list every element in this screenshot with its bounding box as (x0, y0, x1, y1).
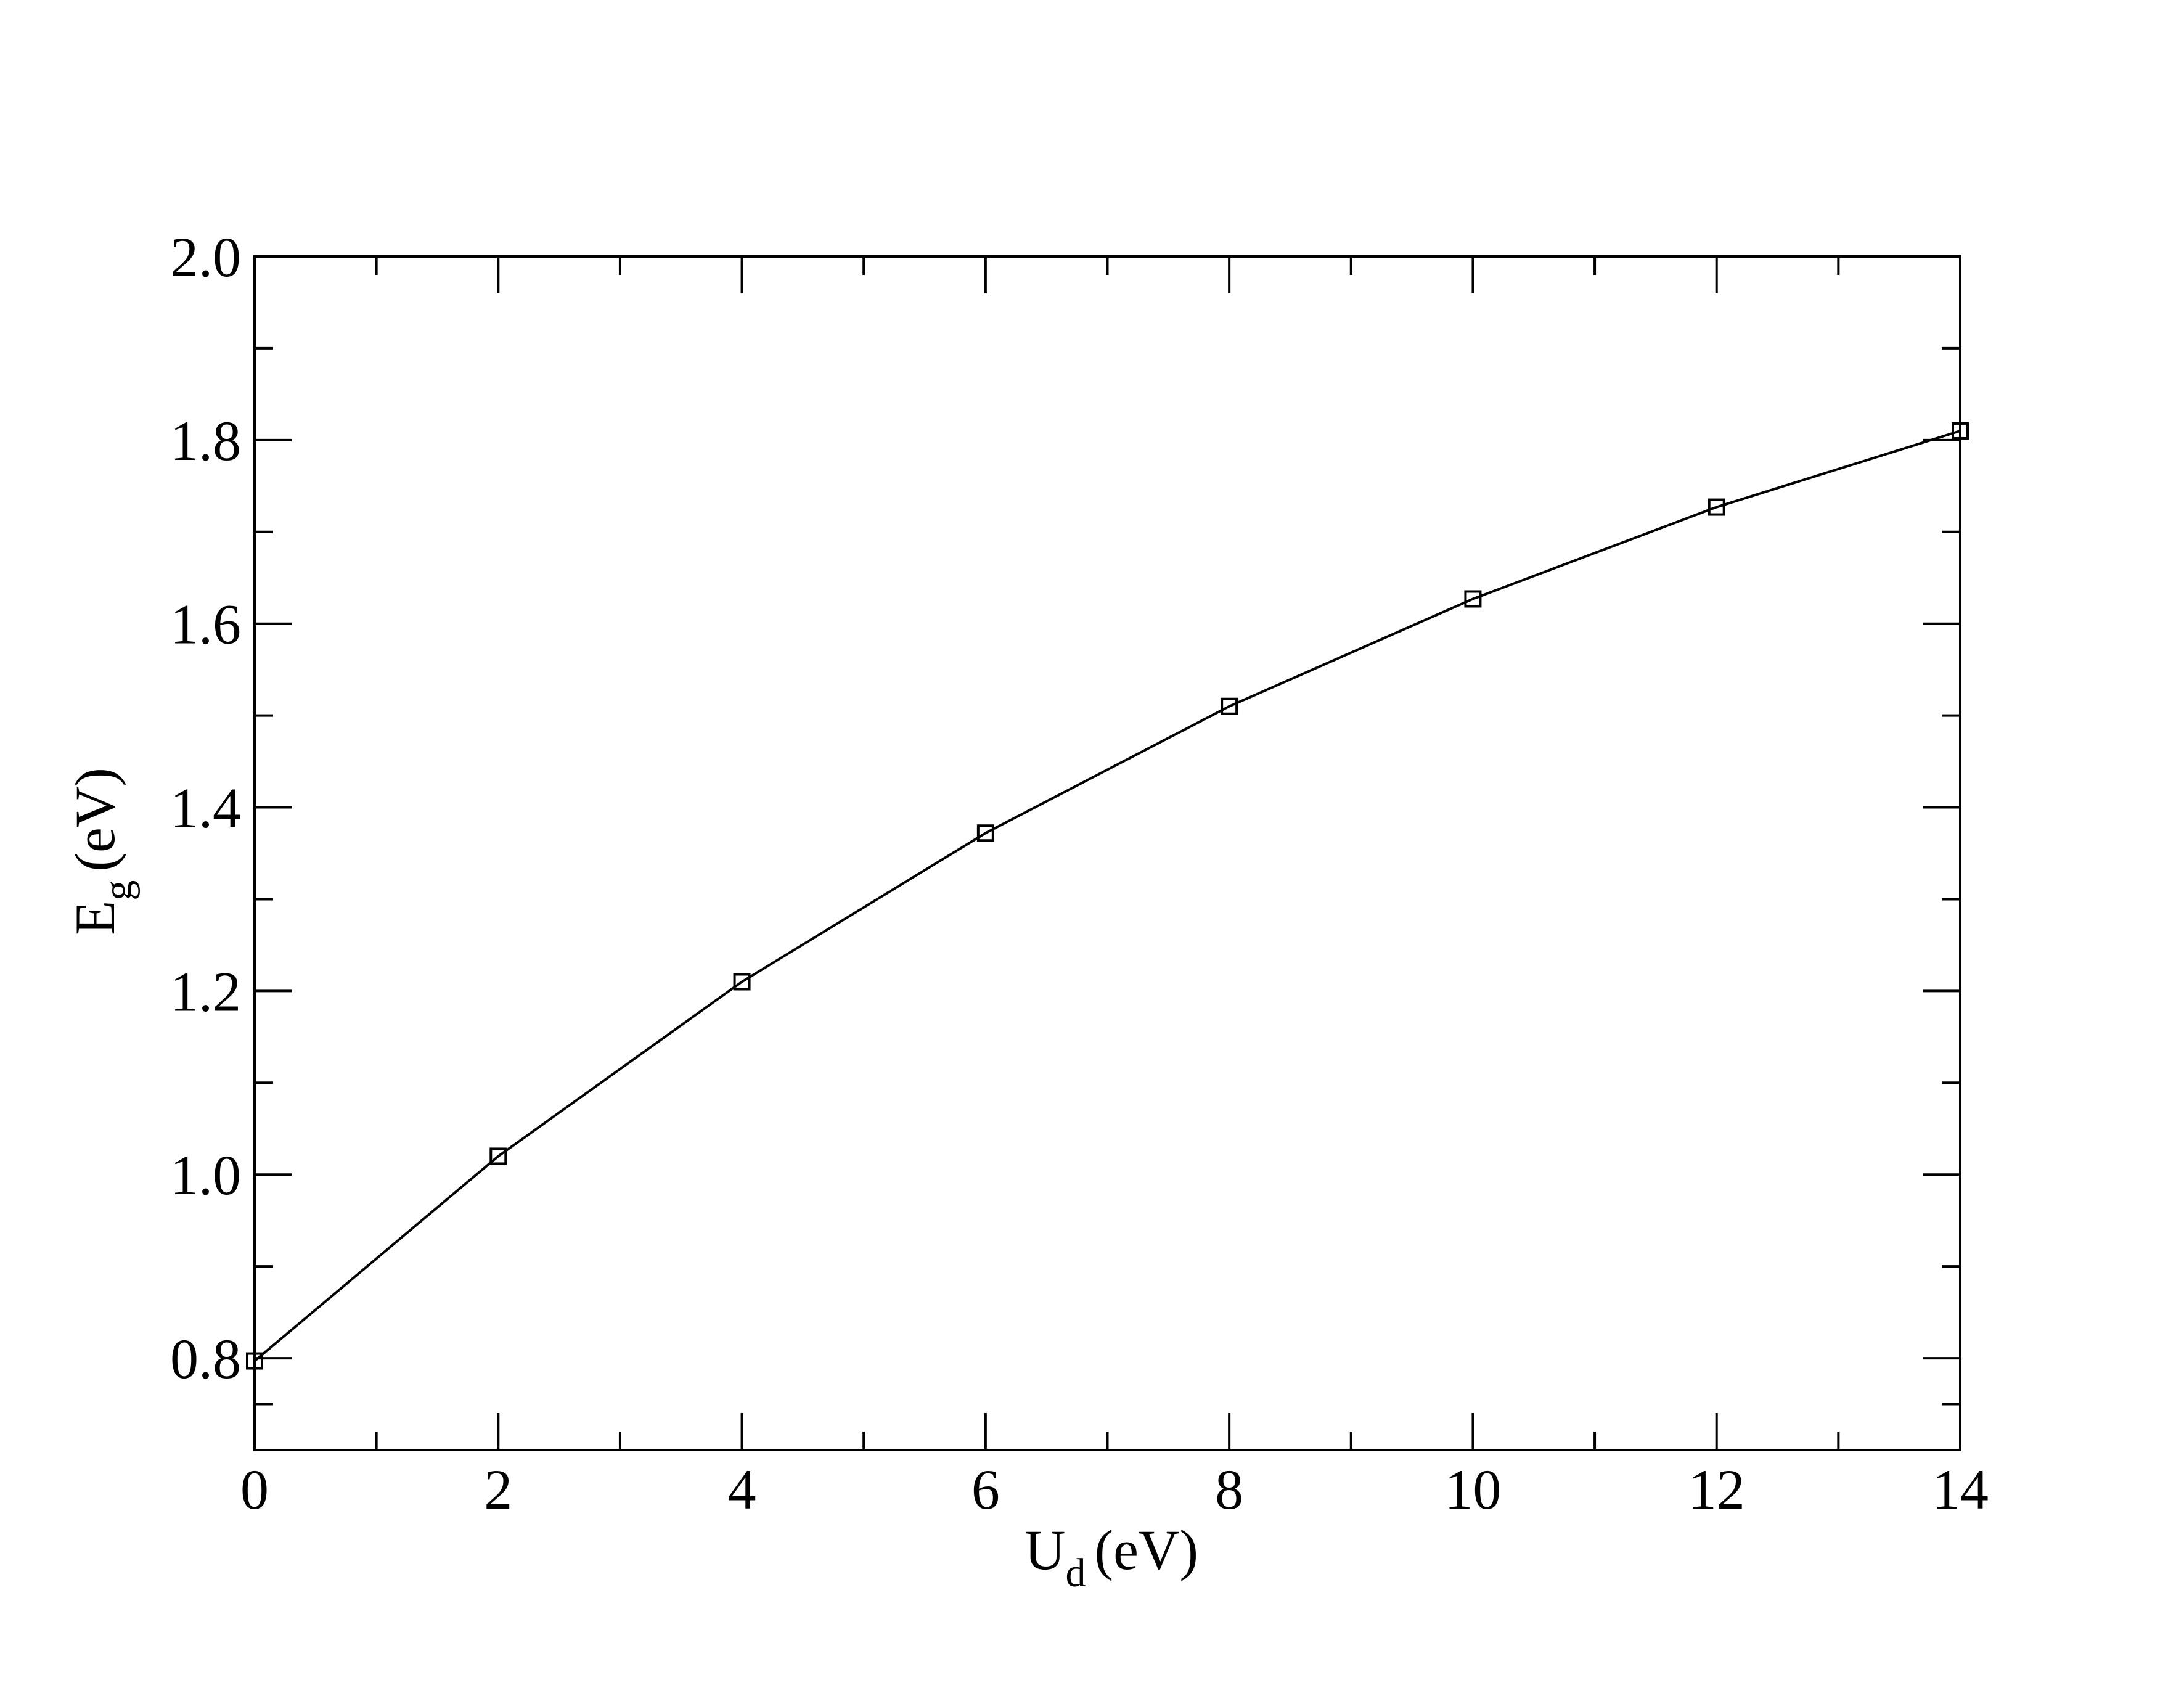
x-tick-label: 4 (728, 1458, 756, 1521)
x-tick-label: 10 (1444, 1458, 1501, 1521)
marker (733, 973, 751, 991)
y-tick-label: 2.0 (170, 226, 241, 289)
marker (1708, 498, 1725, 516)
y-tick-label: 0.8 (170, 1327, 241, 1390)
marker (1221, 697, 1238, 715)
marker (1952, 422, 1969, 440)
x-tick-label: 0 (240, 1458, 269, 1521)
x-tick-label: 2 (484, 1458, 512, 1521)
y-axis-label: Eg(eV) (63, 768, 141, 935)
plot-frame (253, 255, 1961, 1451)
series-line (253, 430, 1961, 1362)
y-tick-label: 1.2 (170, 960, 241, 1023)
y-tick-label: 1.8 (170, 409, 241, 472)
x-tick-label: 6 (971, 1458, 1000, 1521)
y-tick-label: 1.6 (170, 593, 241, 656)
marker (976, 824, 994, 842)
x-tick-label: 12 (1688, 1458, 1745, 1521)
y-tick-label: 1.4 (170, 777, 241, 840)
marker (1464, 590, 1482, 608)
x-tick-label: 8 (1215, 1458, 1243, 1521)
marker (246, 1352, 263, 1370)
x-axis-label: Ud (eV) (1025, 1518, 1198, 1596)
x-tick-label: 14 (1932, 1458, 1989, 1521)
marker (489, 1147, 507, 1165)
y-tick-label: 1.0 (170, 1144, 241, 1207)
